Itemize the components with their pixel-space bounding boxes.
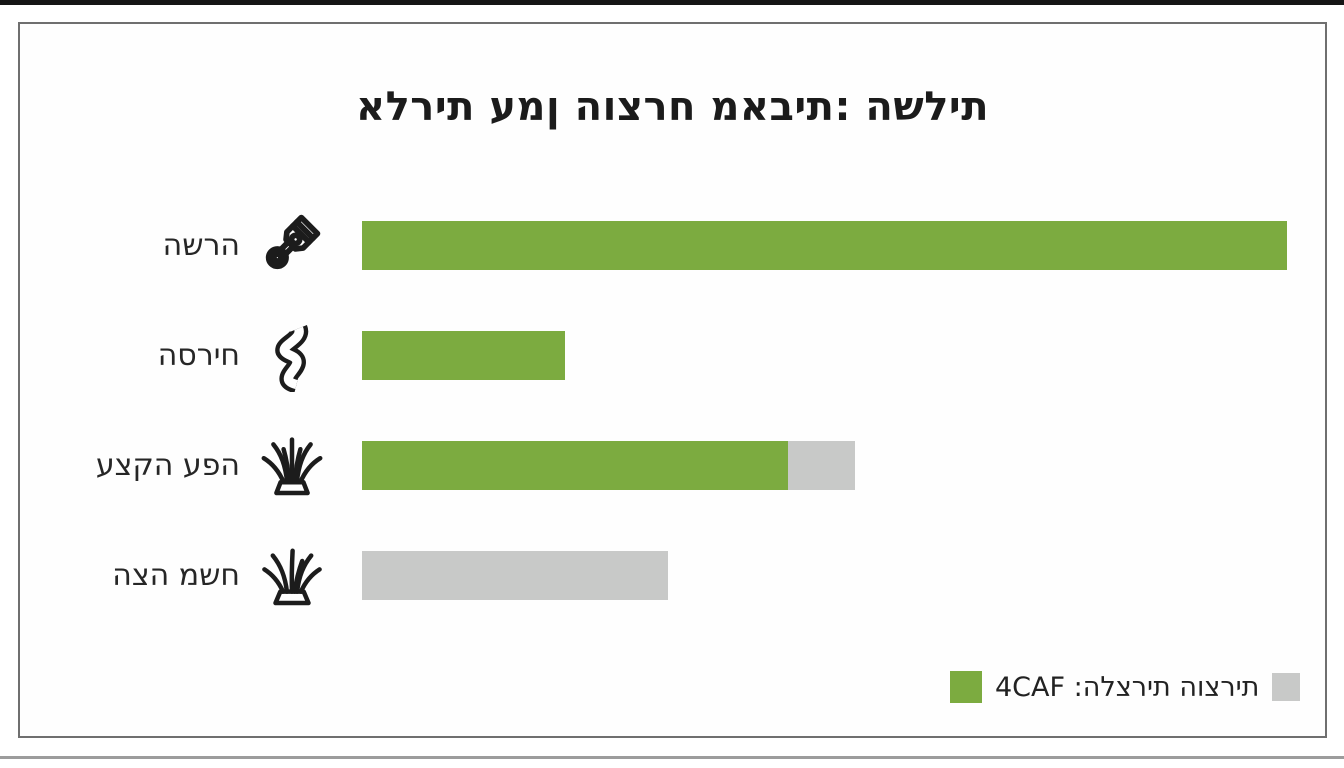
bar [362, 331, 565, 380]
row-label: עצקה עפה [95, 448, 240, 483]
top-border-strip [0, 0, 1344, 5]
legend: 4CAF :הלצרית הוצרית [950, 670, 1301, 704]
chart-row: הסריח [0, 324, 1344, 392]
winding-road-icon [252, 318, 332, 393]
bar [362, 551, 668, 600]
bar [362, 441, 855, 490]
row-label: הסריח [157, 338, 240, 373]
chart-panel: אלרית עמן הוצרח מאבית: השלית [18, 22, 1327, 738]
bar [362, 221, 1287, 270]
grass-icon [252, 538, 332, 613]
bottom-border-line [0, 756, 1344, 759]
chart-row: עצקה עפה [0, 436, 1344, 495]
piston-icon [252, 208, 332, 283]
bar-segment-green [362, 331, 565, 380]
legend-label: 4CAF :הלצרית הוצרית [995, 671, 1260, 703]
row-label: השרה [162, 228, 240, 263]
chart-row: השרה [0, 214, 1344, 270]
legend-swatch-green [950, 671, 982, 703]
bar-segment-gray [362, 551, 668, 600]
bar-segment-green [362, 221, 1287, 270]
chart-title: אלרית עמן הוצרח מאבית: השלית [355, 84, 990, 130]
chart-row: הצה משח [0, 548, 1344, 605]
row-label: הצה משח [112, 558, 240, 593]
bar-segment-gray [788, 441, 855, 490]
bar-segment-green [362, 441, 788, 490]
grass-icon [248, 428, 336, 503]
legend-swatch-gray [1272, 673, 1301, 701]
